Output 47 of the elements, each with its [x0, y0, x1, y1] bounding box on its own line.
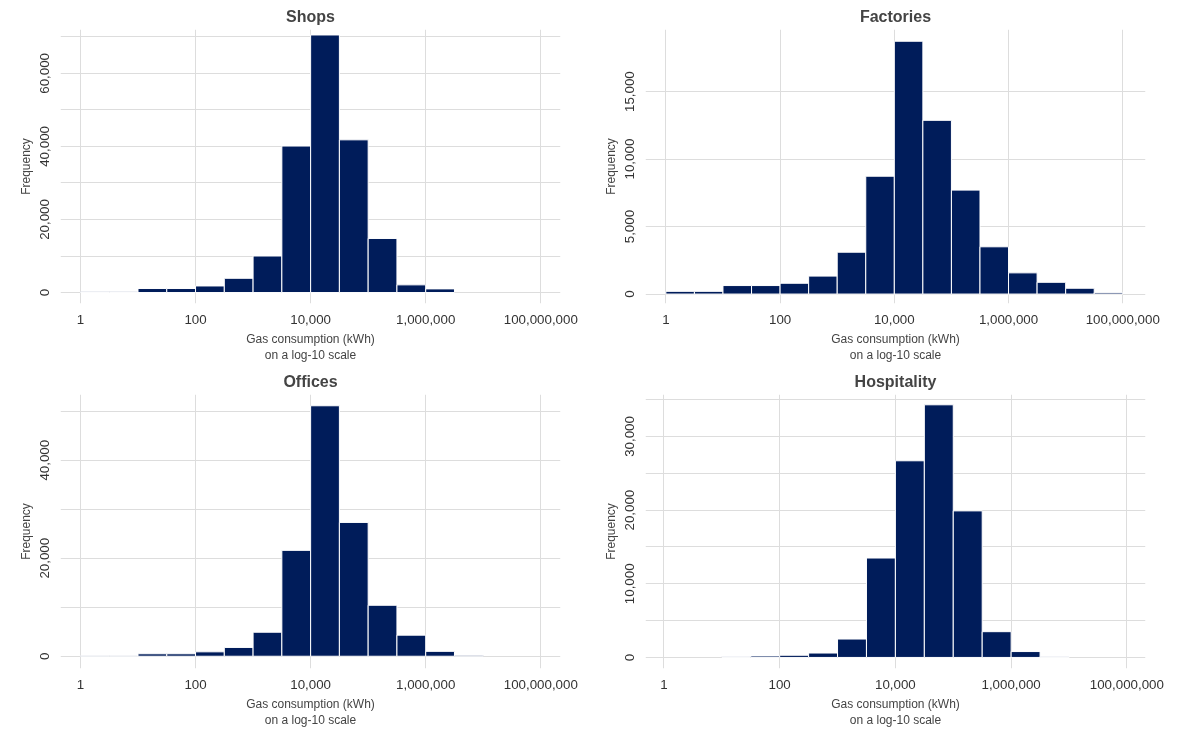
- y-axis-title: Frequency: [603, 138, 618, 195]
- x-tick-label: 1: [662, 311, 670, 327]
- x-axis-title: Gas consumption (kWh) on a log-10 scale: [246, 696, 375, 728]
- x-tick-label: 10,000: [875, 676, 916, 692]
- y-tick-label: 20,000: [37, 537, 53, 579]
- y-tick-label: 0: [37, 652, 53, 660]
- x-tick-label: 10,000: [290, 311, 332, 327]
- y-axis-title: Frequency: [603, 503, 618, 560]
- y-tick-label: 0: [622, 653, 638, 662]
- y-tick-label: 0: [37, 288, 53, 297]
- x-tick-label: 1: [76, 676, 85, 692]
- x-tick-label: 1,000,000: [978, 311, 1039, 327]
- y-tick-label: 20,000: [37, 199, 53, 240]
- x-tick-label: 10,000: [873, 311, 915, 327]
- y-axis-title: Frequency: [18, 503, 33, 560]
- x-tick-label: 100,000,000: [1089, 676, 1164, 692]
- x-axis-title: Gas consumption (kWh) on a log-10 scale: [831, 331, 960, 363]
- x-tick-label: 100: [184, 311, 207, 327]
- x-axis-title: Gas consumption (kWh) on a log-10 scale: [246, 331, 375, 363]
- y-tick-label: 30,000: [622, 416, 638, 457]
- x-tick-label: 1,000,000: [396, 676, 456, 692]
- chart-title: Offices: [283, 372, 338, 390]
- y-axis-title: Frequency: [18, 138, 33, 195]
- x-tick-label: 1: [76, 311, 85, 327]
- x-tick-label: 10,000: [290, 676, 332, 692]
- x-tick-label: 1,000,000: [396, 311, 456, 327]
- x-tick-label: 1,000,000: [981, 676, 1041, 692]
- y-tick-label: 40,000: [37, 126, 53, 167]
- y-tick-label: 20,000: [622, 489, 638, 531]
- y-tick-label: 5,000: [622, 209, 638, 244]
- x-tick-label: 100: [768, 676, 791, 692]
- chart-title: Hospitality: [854, 372, 937, 390]
- y-tick-label: 15,000: [622, 71, 638, 112]
- x-tick-label: 100: [768, 311, 792, 327]
- chart-title: Factories: [859, 7, 932, 25]
- x-tick-label: 1: [660, 676, 668, 692]
- chart-title: Shops: [286, 7, 336, 25]
- y-tick-label: 60,000: [37, 52, 53, 94]
- y-tick-label: 40,000: [37, 439, 53, 481]
- x-tick-label: 100: [184, 676, 207, 692]
- y-tick-label: 10,000: [622, 138, 638, 180]
- x-axis-title: Gas consumption (kWh) on a log-10 scale: [831, 696, 960, 728]
- x-tick-label: 100,000,000: [1085, 311, 1160, 327]
- x-tick-label: 100,000,000: [503, 676, 578, 692]
- y-tick-label: 0: [622, 290, 638, 298]
- y-tick-label: 10,000: [622, 563, 638, 605]
- x-tick-label: 100,000,000: [503, 311, 578, 327]
